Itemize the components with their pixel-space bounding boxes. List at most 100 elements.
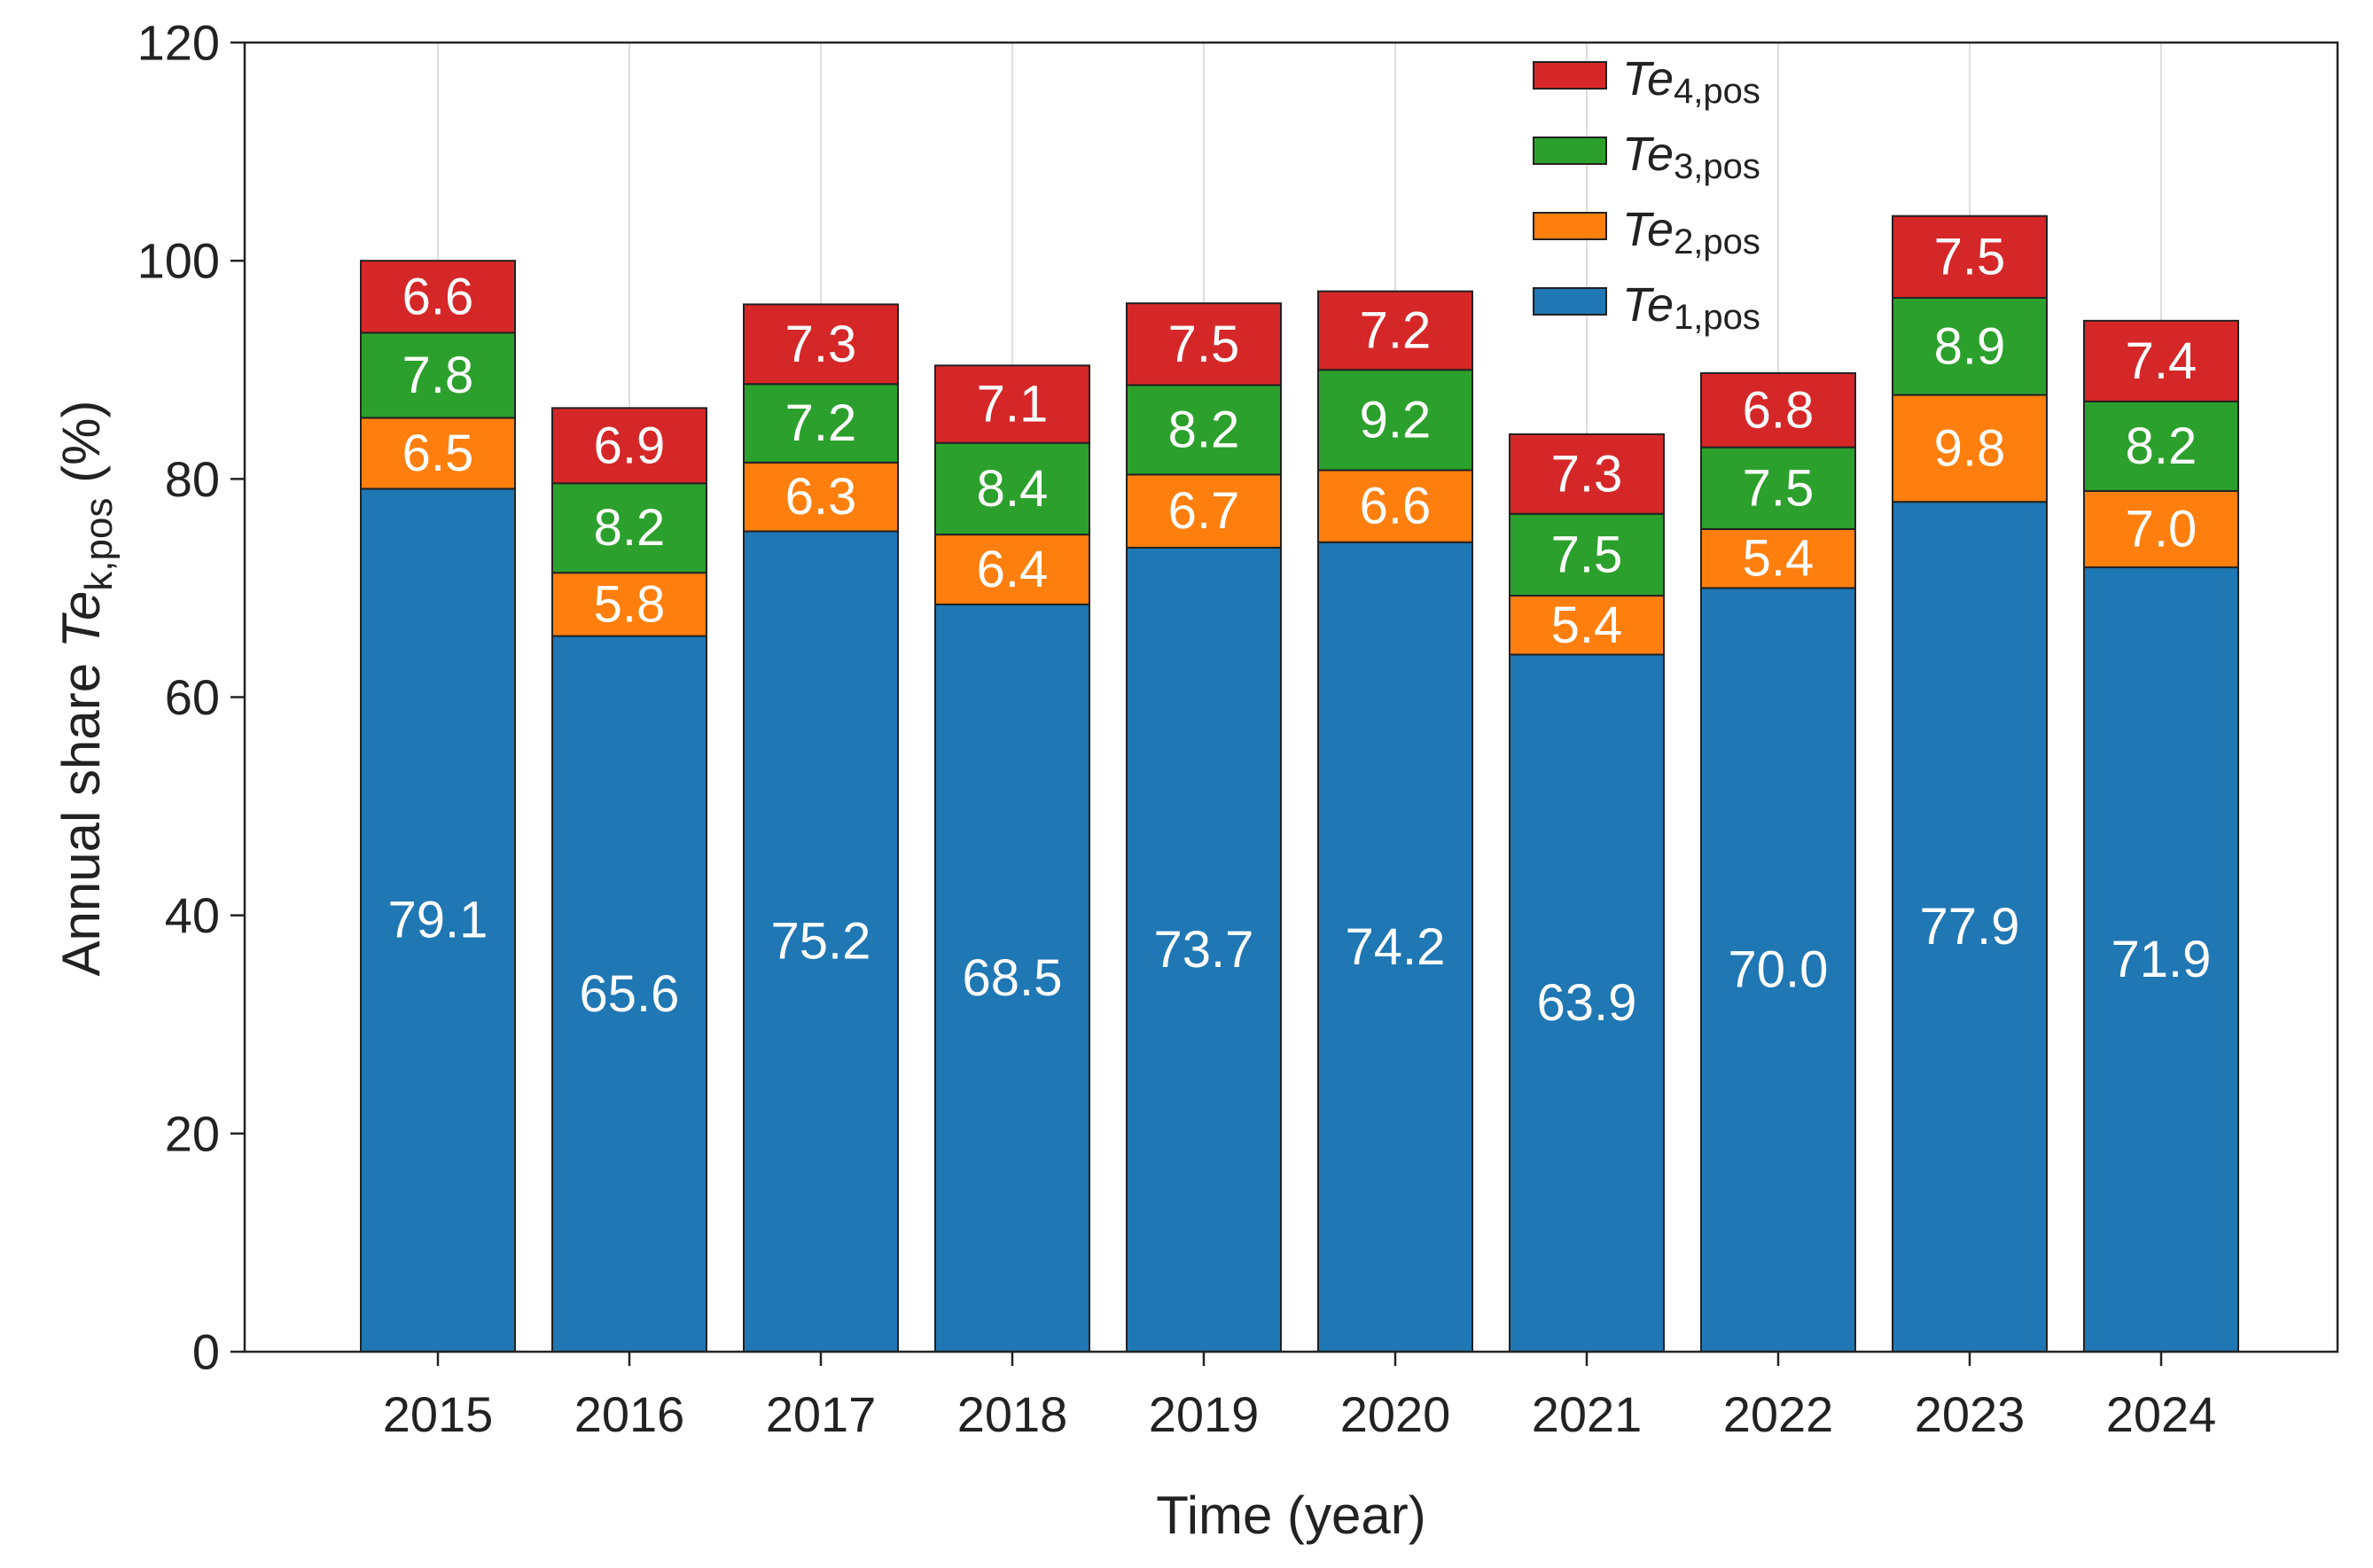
x-tick-label-2019: 2019 <box>1149 1386 1260 1442</box>
data-label-2021-series3: 7.5 <box>1551 526 1623 583</box>
y-tick-label-100: 100 <box>137 233 220 289</box>
bar-segment-2018-series4 <box>934 364 1090 444</box>
legend-label-series2: Te2,pos <box>1622 203 1760 261</box>
data-label-2021-series2: 5.4 <box>1551 597 1623 654</box>
data-label-2019-series4: 7.5 <box>1168 316 1240 373</box>
bar-segment-2018-series3 <box>934 441 1090 536</box>
bar-segment-2021-series3 <box>1509 512 1665 597</box>
legend-label-series4: Te4,pos <box>1622 52 1760 111</box>
data-label-2017-series4: 7.3 <box>785 316 857 373</box>
x-tick-label-2020: 2020 <box>1340 1386 1451 1442</box>
data-label-2016-series4: 6.9 <box>594 417 666 474</box>
bar-segment-2020-series4 <box>1317 290 1473 371</box>
bar-segment-2022-series3 <box>1700 446 1856 530</box>
y-tick-label-0: 0 <box>192 1324 220 1380</box>
legend-item-series3[interactable]: Te3,pos <box>1533 128 1760 186</box>
bar-segment-2022-series4 <box>1700 371 1856 449</box>
y-axis-title-symbol: Te <box>51 591 111 649</box>
data-label-2024-series4: 7.4 <box>2126 332 2197 390</box>
bar-segment-2017-series1 <box>743 530 899 1353</box>
data-label-2024-series1: 71.9 <box>2112 931 2212 988</box>
bar-segment-2016-series1 <box>551 635 707 1353</box>
bar-segment-2016-series2 <box>551 572 707 637</box>
data-label-2018-series1: 68.5 <box>963 949 1063 1007</box>
x-tick-label-2016: 2016 <box>574 1386 685 1442</box>
data-label-2020-series1: 74.2 <box>1346 918 1446 976</box>
legend-item-series1[interactable]: Te1,pos <box>1533 278 1760 337</box>
x-tick-label-2015: 2015 <box>383 1386 494 1442</box>
legend-label-series1: Te1,pos <box>1622 278 1760 337</box>
bar-segment-2024-series2 <box>2083 489 2239 569</box>
data-label-2024-series2: 7.0 <box>2126 500 2197 558</box>
data-label-2024-series3: 8.2 <box>2126 417 2197 475</box>
data-label-2022-series2: 5.4 <box>1743 530 1815 588</box>
data-label-2016-series2: 5.8 <box>594 575 666 633</box>
legend-swatch-series1 <box>1533 287 1607 316</box>
y-axis-title-subscript: k,pos <box>77 498 121 591</box>
bar-segment-2023-series2 <box>1892 394 2048 503</box>
bars <box>360 215 2239 1353</box>
bar-segment-2015-series2 <box>360 417 516 490</box>
bar-segment-2017-series2 <box>743 461 899 533</box>
data-label-2022-series1: 70.0 <box>1729 941 1829 999</box>
data-label-2018-series2: 6.4 <box>977 541 1049 598</box>
bar-segment-2023-series1 <box>1892 501 2048 1353</box>
x-tick-label-2018: 2018 <box>957 1386 1068 1442</box>
legend[interactable]: Te4,pos Te3,pos Te2,pos Te1,pos <box>1533 52 1760 337</box>
data-label-2018-series3: 8.4 <box>977 460 1049 518</box>
legend-swatch-series3 <box>1533 137 1607 165</box>
bar-segment-2019-series2 <box>1126 473 1282 549</box>
data-label-2020-series2: 6.6 <box>1360 478 1432 535</box>
bar-segment-2021-series4 <box>1509 433 1665 515</box>
data-label-2016-series3: 8.2 <box>594 499 666 557</box>
axes: 0 20 40 60 80 100 120 2015 2016 2017 2018 2019 2020 2… <box>137 15 2217 1443</box>
data-label-2019-series1: 73.7 <box>1154 921 1254 979</box>
data-label-2015-series4: 6.6 <box>402 268 474 325</box>
bar-segment-2021-series1 <box>1509 653 1665 1353</box>
x-tick-label-2017: 2017 <box>766 1386 877 1442</box>
data-label-2017-series3: 7.2 <box>785 394 857 452</box>
bar-segment-2023-series3 <box>1892 297 2048 396</box>
bar-segment-2016-series3 <box>551 482 707 574</box>
y-tick-label-40: 40 <box>165 887 220 943</box>
x-tick-label-2021: 2021 <box>1532 1386 1643 1442</box>
y-axis-title-prefix: Annual share <box>51 648 111 976</box>
bar-segment-2015-series3 <box>360 332 516 419</box>
data-label-2016-series1: 65.6 <box>580 965 680 1023</box>
x-tick-label-2022: 2022 <box>1723 1386 1834 1442</box>
data-label-2018-series4: 7.1 <box>977 376 1049 433</box>
data-label-2017-series1: 75.2 <box>771 913 871 971</box>
legend-label-series3: Te3,pos <box>1622 128 1760 186</box>
bar-segment-2020-series1 <box>1317 541 1473 1353</box>
data-label-2023-series2: 9.8 <box>1934 419 2006 477</box>
bar-segment-2023-series4 <box>1892 215 2048 300</box>
data-label-2019-series3: 8.2 <box>1168 401 1240 458</box>
legend-item-series2[interactable]: Te2,pos <box>1533 203 1760 261</box>
x-axis-title: Time (year) <box>1156 1486 1425 1545</box>
bar-segment-2015-series4 <box>360 260 516 334</box>
data-label-2022-series3: 7.5 <box>1743 459 1815 517</box>
legend-swatch-series2 <box>1533 212 1607 240</box>
data-label-2023-series4: 7.5 <box>1934 228 2006 285</box>
y-tick-label-60: 60 <box>165 669 220 725</box>
bar-segment-2016-series4 <box>551 407 707 485</box>
bar-segment-2017-series4 <box>743 303 899 386</box>
bar-segment-2018-series2 <box>934 534 1090 605</box>
legend-swatch-series4 <box>1533 61 1607 90</box>
bar-segment-2015-series1 <box>360 488 516 1353</box>
x-tick-label-2024: 2024 <box>2106 1386 2217 1442</box>
data-label-2020-series3: 9.2 <box>1360 391 1432 449</box>
bar-segment-2019-series1 <box>1126 546 1282 1353</box>
data-label-2023-series1: 77.9 <box>1920 898 2020 956</box>
data-label-2019-series2: 6.7 <box>1168 482 1240 540</box>
data-label-2021-series1: 63.9 <box>1537 974 1637 1032</box>
y-tick-label-120: 120 <box>137 15 220 71</box>
data-label-2015-series3: 7.8 <box>402 347 474 404</box>
legend-item-series4[interactable]: Te4,pos <box>1533 52 1760 111</box>
x-tick-label-2023: 2023 <box>1915 1386 2026 1442</box>
bar-segment-2024-series3 <box>2083 400 2239 492</box>
data-label-2015-series2: 6.5 <box>402 425 474 482</box>
data-label-2020-series4: 7.2 <box>1360 301 1432 359</box>
bar-segment-2019-series4 <box>1126 302 1282 386</box>
